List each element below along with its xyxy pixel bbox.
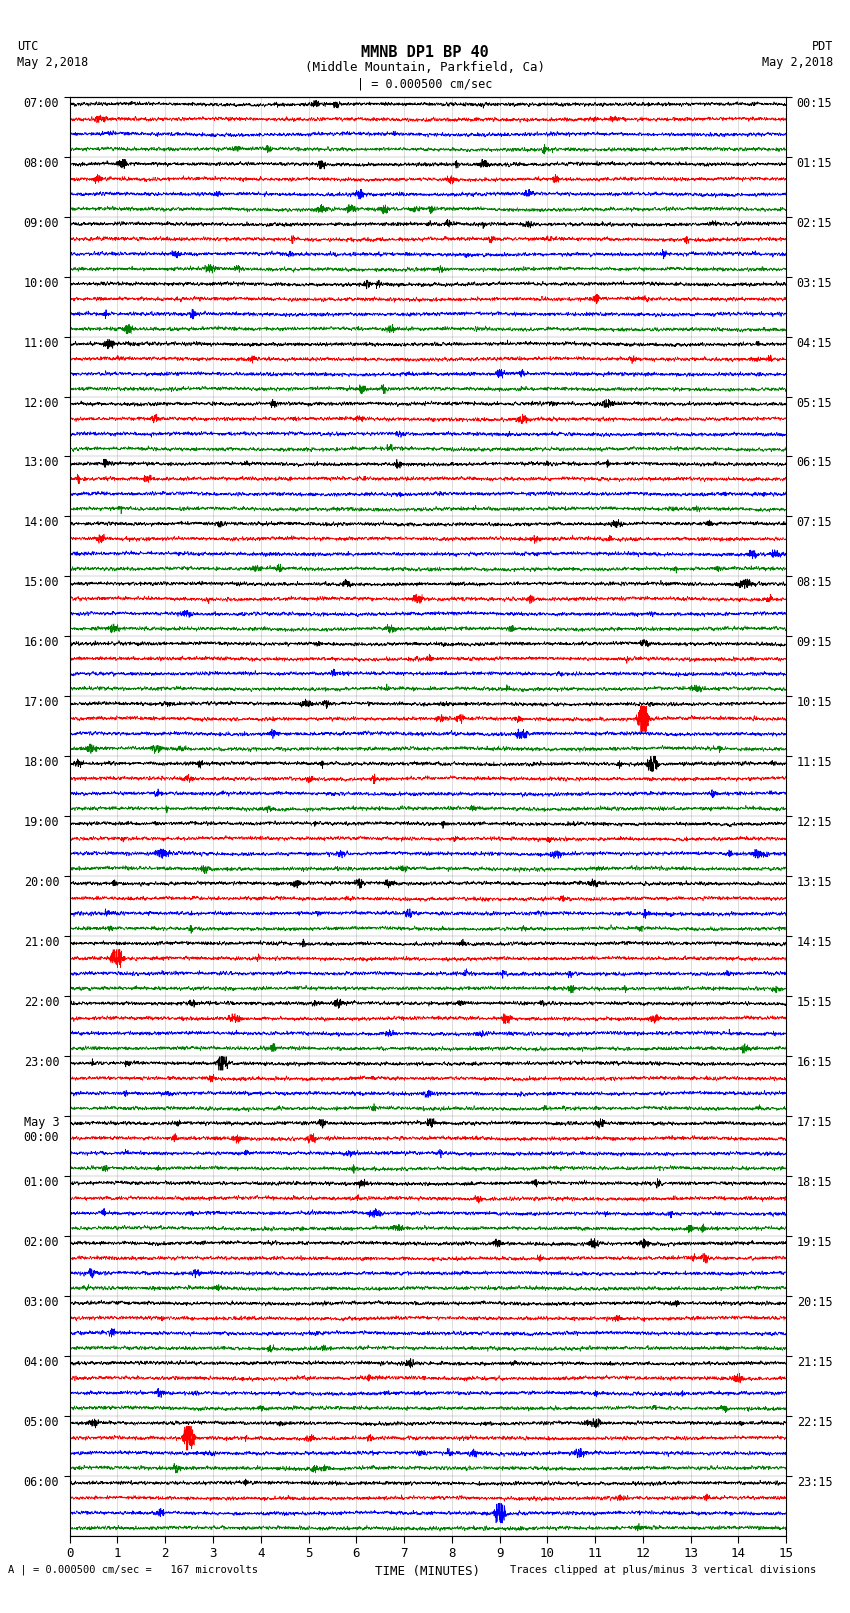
X-axis label: TIME (MINUTES): TIME (MINUTES): [376, 1565, 480, 1578]
Text: Traces clipped at plus/minus 3 vertical divisions: Traces clipped at plus/minus 3 vertical …: [510, 1565, 816, 1574]
Text: A | = 0.000500 cm/sec =   167 microvolts: A | = 0.000500 cm/sec = 167 microvolts: [8, 1565, 258, 1576]
Text: (Middle Mountain, Parkfield, Ca): (Middle Mountain, Parkfield, Ca): [305, 61, 545, 74]
Text: May 2,2018: May 2,2018: [762, 56, 833, 69]
Text: PDT: PDT: [812, 40, 833, 53]
Text: | = 0.000500 cm/sec: | = 0.000500 cm/sec: [357, 77, 493, 90]
Text: UTC: UTC: [17, 40, 38, 53]
Text: May 2,2018: May 2,2018: [17, 56, 88, 69]
Text: MMNB DP1 BP 40: MMNB DP1 BP 40: [361, 45, 489, 60]
